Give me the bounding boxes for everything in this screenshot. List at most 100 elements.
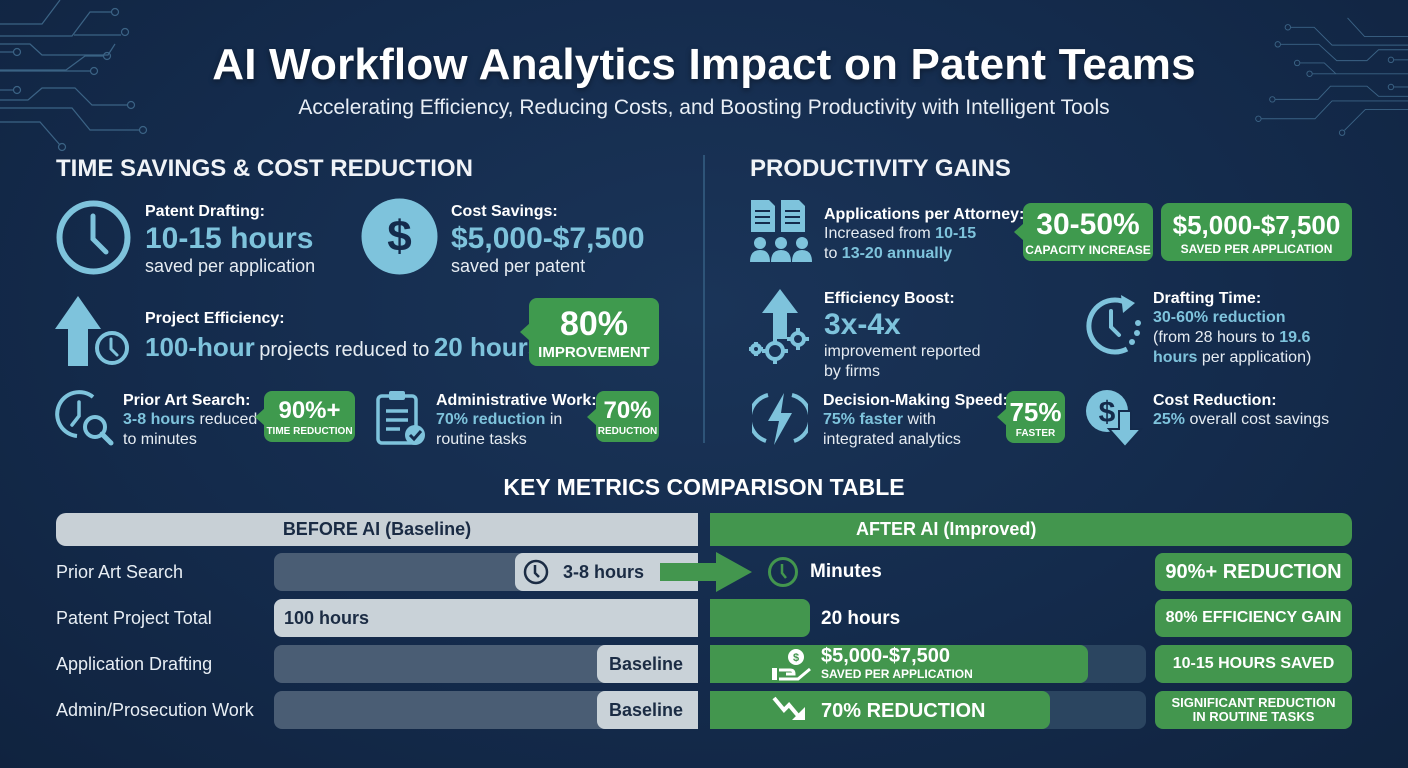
arrow-right-icon [660, 552, 752, 592]
clock-icon [56, 200, 131, 275]
admin-work-text1: in [549, 411, 563, 428]
time-reduction-badge: 90%+ TIME REDUCTION [255, 391, 355, 442]
before-value-application-drafting: Baseline [597, 645, 698, 683]
trend-down-icon [772, 696, 805, 720]
after-value-admin-work: 70% REDUCTION [821, 700, 986, 722]
before-value-text: 3-8 hours [563, 562, 645, 582]
cost-reduction-block: Cost Reduction: 25% overall cost savings [1153, 391, 1329, 430]
patent-drafting-block: Patent Drafting: 10-15 hours saved per a… [145, 202, 315, 276]
project-efficiency-label: Project Efficiency: [145, 310, 285, 327]
before-value-admin-work: Baseline [597, 691, 698, 729]
capacity-increase-caption: CAPACITY INCREASE [1025, 243, 1151, 257]
apps-text1: Increased from [824, 225, 931, 242]
improvement-badge-value: 80% [559, 305, 629, 343]
apps-hl2: 13-20 annually [841, 245, 953, 262]
apps-hl1: 10-15 [935, 225, 977, 242]
clock-icon [523, 559, 549, 585]
after-value-application-drafting: $5,000-$7,500 SAVED PER APPLICATION [821, 646, 973, 680]
drafting-time-hl3: hours [1153, 349, 1198, 366]
time-reduction-caption: TIME REDUCTION [266, 426, 353, 437]
prior-art-block: Prior Art Search: 3-8 hours reduced to m… [123, 391, 257, 450]
section-heading-time-savings: TIME SAVINGS & COST REDUCTION [56, 155, 473, 182]
documents-people-icon [750, 200, 812, 262]
cost-savings-label: Cost Savings: [451, 203, 558, 220]
saved-per-application-caption: SAVED PER APPLICATION [1180, 242, 1333, 256]
result-line2: IN ROUTINE TASKS [1192, 709, 1315, 724]
capacity-increase-value: 30-50% [1036, 208, 1140, 241]
prior-art-text1: reduced [199, 411, 258, 428]
circuit-decoration-right [1255, 17, 1408, 136]
drafting-time-text1: (from 28 hours to [1153, 329, 1275, 346]
clipboard-check-icon [376, 391, 425, 445]
admin-work-text2: routine tasks [436, 431, 527, 448]
time-reduction-value: 90%+ [278, 397, 341, 424]
arrow-up-clock-icon [55, 296, 129, 366]
apps-per-attorney-label: Applications per Attorney: [824, 206, 1025, 223]
result-application-drafting: 10-15 HOURS SAVED [1155, 645, 1352, 683]
before-header: BEFORE AI (Baseline) [56, 513, 698, 546]
drafting-time-text2: per application) [1201, 349, 1312, 366]
faster-badge-value: 75% [1009, 397, 1062, 427]
efficiency-boost-value: 3x-4x [824, 308, 901, 341]
after-bar-project-total [710, 599, 810, 637]
prior-art-text2: to minutes [123, 431, 197, 448]
before-value-project-total: 100 hours [274, 599, 698, 637]
clock-refresh-icon [1086, 295, 1141, 355]
faster-badge-caption: FASTER [1015, 428, 1056, 439]
lightning-icon [752, 393, 808, 445]
section-divider [703, 155, 705, 443]
reduction-badge-value: 70% [603, 397, 652, 424]
decision-speed-text1: with [907, 411, 936, 428]
improvement-badge: 80% IMPROVEMENT [520, 298, 659, 366]
patent-drafting-caption: saved per application [145, 256, 316, 276]
admin-work-highlight: 70% reduction [436, 411, 546, 428]
after-value-prior-art: Minutes [810, 561, 882, 582]
prior-art-highlight: 3-8 hours [123, 411, 196, 428]
svg-text:$: $ [793, 652, 799, 664]
decision-speed-text2: integrated analytics [823, 431, 961, 448]
row-label-project-total: Patent Project Total [56, 608, 212, 628]
row-label-prior-art: Prior Art Search [56, 562, 184, 582]
row-label-application-drafting: Application Drafting [56, 654, 213, 674]
result-prior-art: 90%+ REDUCTION [1155, 553, 1352, 591]
svg-text:$: $ [1099, 396, 1116, 429]
section-heading-productivity: PRODUCTIVITY GAINS [750, 155, 1011, 182]
table-heading: KEY METRICS COMPARISON TABLE [503, 474, 905, 500]
decision-speed-hl: 75% faster [823, 411, 904, 428]
efficiency-boost-caption1: improvement reported [824, 343, 981, 360]
improvement-badge-caption: IMPROVEMENT [538, 344, 650, 361]
hand-dollar-icon: $ [772, 649, 811, 681]
drafting-time-block: Drafting Time: 30-60% reduction (from 28… [1153, 289, 1311, 368]
result-admin-work: SIGNIFICANT REDUCTION IN ROUTINE TASKS [1155, 691, 1352, 729]
after-value-sub: SAVED PER APPLICATION [821, 667, 973, 681]
cost-reduction-hl: 25% [1153, 411, 1186, 428]
saved-per-application-badge: $5,000-$7,500 SAVED PER APPLICATION [1161, 203, 1352, 261]
project-efficiency-text: projects reduced to [259, 339, 430, 361]
prior-art-label: Prior Art Search: [123, 392, 251, 409]
drafting-time-hl1: 30-60% reduction [1153, 309, 1286, 326]
cost-reduction-label: Cost Reduction: [1153, 392, 1277, 409]
drafting-time-label: Drafting Time: [1153, 290, 1262, 307]
dollar-icon: $ [361, 198, 438, 275]
project-efficiency-from: 100-hour [145, 332, 255, 362]
saved-per-application-value: $5,000-$7,500 [1172, 210, 1341, 240]
reduction-badge-caption: REDUCTION [597, 426, 658, 437]
dollar-down-icon: $ [1086, 390, 1143, 447]
admin-work-block: Administrative Work: 70% reduction in ro… [436, 391, 597, 450]
after-value-project-total: 20 hours [821, 608, 901, 629]
after-bar-admin-work [710, 691, 1050, 729]
clock-search-icon [55, 390, 114, 446]
apps-text2: to [824, 245, 838, 262]
faster-badge: 75% FASTER [997, 391, 1065, 443]
apps-per-attorney-block: Applications per Attorney: Increased fro… [824, 205, 1024, 264]
arrow-gears-icon [749, 289, 809, 364]
decision-speed-label: Decision-Making Speed: [823, 392, 1008, 409]
svg-text:$: $ [387, 212, 411, 261]
result-project-total: 80% EFFICIENCY GAIN [1155, 599, 1352, 637]
efficiency-boost-block: Efficiency Boost: 3x-4x improvement repo… [824, 289, 981, 382]
efficiency-boost-label: Efficiency Boost: [824, 290, 955, 307]
reduction-badge: 70% REDUCTION [587, 391, 659, 442]
patent-drafting-label: Patent Drafting: [145, 203, 265, 220]
patent-drafting-value: 10-15 hours [145, 222, 314, 255]
result-line1: SIGNIFICANT REDUCTION [1171, 695, 1336, 711]
